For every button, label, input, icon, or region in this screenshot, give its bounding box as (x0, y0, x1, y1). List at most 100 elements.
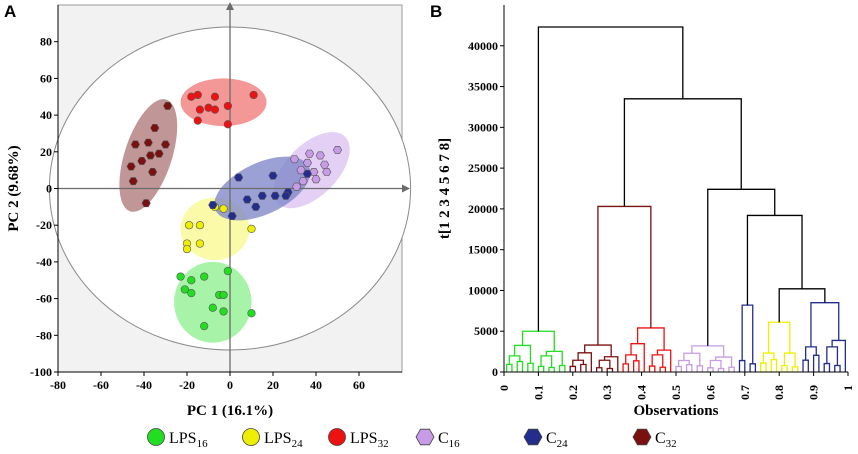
dendrogram-link-lps16 (516, 360, 524, 372)
y-tick-label: 20000 (468, 202, 498, 216)
point-lps16 (223, 266, 232, 276)
dendrogram-link-c16 (677, 359, 690, 367)
x-tick-label: 0.6 (703, 385, 717, 400)
point-lps24 (219, 204, 228, 213)
point-c24 (270, 191, 280, 200)
y-axis-arrow (226, 2, 234, 10)
point-c16 (315, 151, 325, 160)
x-axis-arrow (402, 184, 410, 193)
legend-marker-lps32 (328, 428, 346, 446)
dendrogram-link-c24b (805, 346, 817, 361)
point-lps16 (187, 276, 196, 285)
point-lps16 (200, 322, 209, 331)
point-c24 (302, 169, 312, 178)
point-c16 (289, 155, 300, 164)
y-tick-label: 40000 (468, 39, 498, 53)
dendrogram-link-lps24 (760, 362, 767, 372)
point-c16 (311, 175, 321, 184)
point-c24 (251, 202, 261, 211)
legend-label-c32: C32 (655, 430, 677, 450)
x-tick-label: 0.5 (669, 385, 683, 400)
point-lps16 (187, 288, 196, 298)
point-c32 (143, 138, 153, 147)
y-tick-label: -20 (36, 218, 52, 232)
point-c16 (292, 182, 302, 191)
point-c32 (163, 101, 173, 110)
dendrogram-link-c16 (707, 367, 714, 372)
y-tick-label: 80 (40, 35, 52, 49)
panel-label-b: B (430, 2, 442, 21)
dendrogram-link-c16 (728, 366, 735, 372)
point-c16 (332, 146, 343, 154)
dendrogram-link-lps16 (527, 362, 534, 372)
y-tick-label: -80 (36, 328, 52, 342)
point-lps24 (185, 221, 194, 230)
dendrogram-link-c24b (812, 354, 820, 372)
dendrogram-merge (623, 98, 742, 207)
dendrogram-link-lps32 (648, 365, 656, 372)
dendrogram-link-lps16 (521, 330, 555, 352)
legend-marker-c32 (632, 428, 652, 446)
x-tick-label: 20 (267, 378, 279, 392)
x-tick-label: -80 (50, 378, 66, 392)
dendrogram-link-lps32 (656, 349, 672, 372)
point-c32 (137, 157, 147, 165)
point-c16 (305, 149, 315, 158)
point-lps32 (249, 90, 258, 100)
dendrogram-link-c16 (691, 345, 725, 358)
dendrogram-link-c16 (685, 364, 693, 372)
dendrogram-link-lps32 (625, 354, 637, 364)
dendrogram-link-lps16 (548, 366, 555, 372)
point-c24 (227, 212, 237, 220)
dendrogram-link-lps24 (770, 358, 778, 372)
dendrogram-merge (537, 26, 684, 332)
dendrogram-link-lps16 (537, 365, 545, 372)
cluster-ellipse-lps32 (180, 78, 267, 127)
x-tick-label: -60 (93, 378, 109, 392)
legend-marker-lps24 (242, 428, 260, 446)
point-c24 (281, 191, 291, 200)
dendrogram-link-c32 (572, 359, 585, 367)
x-tick-label: 0.3 (600, 385, 614, 400)
y-tick-label: 60 (40, 71, 52, 85)
dendrogram-link-c16 (683, 352, 701, 366)
point-c32 (154, 149, 164, 158)
point-c24 (268, 171, 278, 180)
x-tick-label: -20 (179, 378, 195, 392)
x-tick-label: 1 (841, 385, 855, 391)
dendrogram-link-lps32 (633, 360, 640, 372)
dendrogram-link-lps24 (762, 352, 775, 364)
point-c24 (234, 173, 244, 182)
point-c32 (130, 140, 140, 149)
y-tick-label: -100 (30, 365, 52, 379)
y-tick-label: 0 (46, 182, 52, 196)
legend-label-c24: C24 (546, 430, 568, 450)
x-tick-label: 0.7 (738, 385, 752, 400)
dendrogram-link-c24b (802, 359, 809, 372)
x-tick-label: 0.8 (772, 385, 786, 400)
x-tick-label: 0.2 (566, 385, 580, 400)
point-lps32 (193, 116, 202, 125)
dendrogram-merge (778, 288, 826, 323)
point-lps32 (193, 90, 202, 100)
point-lps16 (180, 285, 189, 294)
point-lps32 (210, 105, 220, 114)
point-lps24 (195, 221, 204, 230)
dendrogram-link-c32 (603, 356, 619, 372)
dendrogram-link-c24b (826, 346, 839, 366)
y-tick-label: 0 (492, 365, 498, 379)
dendrogram-merge (707, 188, 776, 346)
dendrogram-link-lps32 (622, 363, 630, 372)
point-lps16 (219, 290, 228, 300)
point-c32 (160, 140, 171, 149)
dendrogram-link-c24a (738, 359, 746, 372)
dendrogram-link-lps24 (767, 321, 791, 354)
point-lps16 (208, 303, 217, 312)
point-lps24 (182, 244, 192, 254)
y-tick-label: 35000 (468, 80, 498, 94)
dendrogram-link-c16 (717, 367, 725, 372)
x-axis-title: PC 1 (16.1%) (187, 403, 273, 419)
y-tick-label: -60 (36, 292, 52, 306)
dendrogram-link-c24b (834, 364, 841, 372)
